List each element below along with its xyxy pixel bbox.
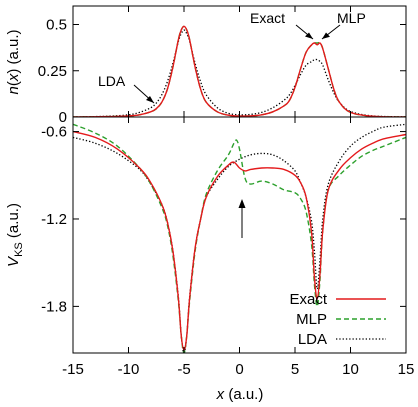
bottom-series-lda-line xyxy=(73,123,406,353)
annotation-exact-arrowhead xyxy=(305,32,313,39)
bottom-xtick-label: -5 xyxy=(177,361,190,378)
top-ylabel: n(x) (a.u.) xyxy=(5,29,22,94)
bottom-xtick-label: 0 xyxy=(235,361,243,378)
annotation-mlp-arrowhead xyxy=(322,32,330,39)
bottom-ytick-label: -1.8 xyxy=(41,298,67,315)
top-ytick-label: 0.25 xyxy=(38,63,67,80)
legend-label-mlp: MLP xyxy=(296,311,327,328)
bottom-series-exact-line xyxy=(73,130,406,351)
top-series-mlp-line xyxy=(73,25,406,117)
top-ytick-label: 0 xyxy=(59,109,67,126)
bottom-series-layer xyxy=(73,123,406,353)
legend-label-lda: LDA xyxy=(298,331,327,348)
annotation-exact: Exact xyxy=(250,10,285,26)
top-series-layer xyxy=(73,25,406,117)
bottom-panel: -0.6 -1.2 -1.8 -15 -10 -5 0 5 10 15 VKS (a.u.) x … xyxy=(5,116,414,403)
legend: Exact MLP LDA xyxy=(289,291,386,348)
bottom-xlabel: x (a.u.) xyxy=(216,386,264,403)
bottom-xtick-label: -10 xyxy=(118,361,140,378)
top-ytick-label: 0.5 xyxy=(46,17,67,34)
annotation-mlp: MLP xyxy=(337,10,366,26)
top-ticks: 0 0.25 0.5 xyxy=(38,6,407,126)
top-series-exact-line xyxy=(73,25,406,117)
bottom-ytick-label: -0.6 xyxy=(41,124,67,141)
annotation-lda: LDA xyxy=(98,73,126,89)
legend-label-exact: Exact xyxy=(289,291,327,308)
bottom-xtick-label: 5 xyxy=(291,361,299,378)
annotation-lda-arrowhead xyxy=(146,96,154,103)
feature-arrowhead xyxy=(238,199,246,208)
bottom-ylabel: VKS (a.u.) xyxy=(5,203,25,267)
top-panel: 0 0.25 0.5 n(x) (a.u.) Exact MLP LDA xyxy=(5,5,407,126)
bottom-ticks: -0.6 -1.2 -1.8 -15 -10 -5 0 5 10 15 xyxy=(41,117,414,378)
bottom-xtick-label: -15 xyxy=(62,361,84,378)
bottom-ytick-label: -1.2 xyxy=(41,211,67,228)
bottom-xtick-label: 15 xyxy=(398,361,415,378)
bottom-xtick-label: 10 xyxy=(342,361,359,378)
bottom-series-mlp-line xyxy=(73,123,406,353)
